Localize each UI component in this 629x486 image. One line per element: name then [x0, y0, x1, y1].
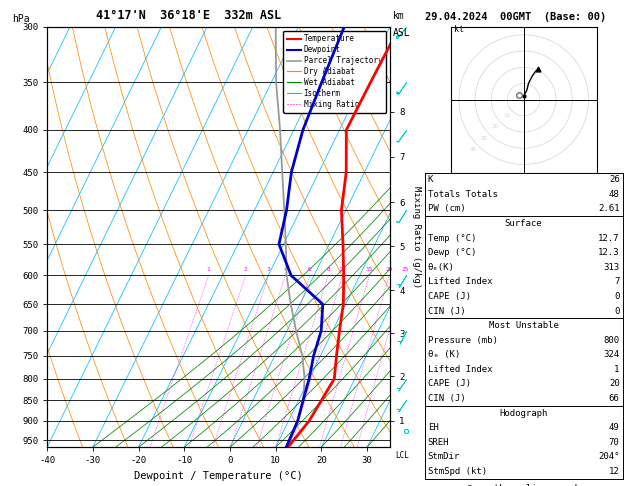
- Text: km: km: [393, 11, 405, 21]
- Text: EH: EH: [428, 423, 438, 432]
- Text: Hodograph: Hodograph: [499, 409, 548, 417]
- Text: 2.61: 2.61: [598, 205, 620, 213]
- Text: θₑ(K): θₑ(K): [428, 263, 455, 272]
- X-axis label: Dewpoint / Temperature (°C): Dewpoint / Temperature (°C): [134, 471, 303, 481]
- Text: 313: 313: [603, 263, 620, 272]
- Text: 4: 4: [284, 267, 287, 272]
- Legend: Temperature, Dewpoint, Parcel Trajectory, Dry Adiabat, Wet Adiabat, Isotherm, Mi: Temperature, Dewpoint, Parcel Trajectory…: [283, 31, 386, 113]
- Text: 0: 0: [614, 292, 620, 301]
- Text: CIN (J): CIN (J): [428, 394, 465, 403]
- Text: 8: 8: [326, 267, 330, 272]
- Text: 20: 20: [386, 267, 393, 272]
- Text: CAPE (J): CAPE (J): [428, 292, 470, 301]
- Text: 0: 0: [614, 307, 620, 315]
- Text: StmSpd (kt): StmSpd (kt): [428, 467, 487, 476]
- Text: Lifted Index: Lifted Index: [428, 278, 493, 286]
- Text: CIN (J): CIN (J): [428, 307, 465, 315]
- Text: 49: 49: [609, 423, 620, 432]
- Text: 29.04.2024  00GMT  (Base: 00): 29.04.2024 00GMT (Base: 00): [425, 12, 606, 22]
- Text: θₑ (K): θₑ (K): [428, 350, 460, 359]
- Text: 324: 324: [603, 350, 620, 359]
- Text: ASL: ASL: [393, 28, 411, 38]
- Text: 3: 3: [267, 267, 270, 272]
- Text: SREH: SREH: [428, 438, 449, 447]
- Text: 12: 12: [609, 467, 620, 476]
- Text: Surface: Surface: [505, 219, 542, 228]
- Text: 800: 800: [603, 336, 620, 345]
- Text: LCL: LCL: [395, 451, 409, 460]
- Text: K: K: [428, 175, 433, 184]
- Text: 1: 1: [614, 365, 620, 374]
- Text: 26: 26: [609, 175, 620, 184]
- Text: StmDir: StmDir: [428, 452, 460, 461]
- Text: 10: 10: [504, 113, 511, 118]
- Text: 10: 10: [338, 267, 346, 272]
- Text: Lifted Index: Lifted Index: [428, 365, 493, 374]
- Text: 41°17'N  36°18'E  332m ASL: 41°17'N 36°18'E 332m ASL: [96, 9, 281, 22]
- Text: 66: 66: [609, 394, 620, 403]
- Text: 48: 48: [609, 190, 620, 199]
- Text: 25: 25: [401, 267, 409, 272]
- Text: 70: 70: [609, 438, 620, 447]
- Text: 15: 15: [365, 267, 373, 272]
- Text: 2: 2: [244, 267, 247, 272]
- Text: 1: 1: [207, 267, 211, 272]
- Text: © weatheronline.co.uk: © weatheronline.co.uk: [467, 484, 580, 486]
- Text: hPa: hPa: [13, 14, 30, 24]
- Text: 204°: 204°: [598, 452, 620, 461]
- Text: Temp (°C): Temp (°C): [428, 234, 476, 243]
- Text: 20: 20: [492, 124, 499, 129]
- Text: 12.7: 12.7: [598, 234, 620, 243]
- Text: 30: 30: [481, 136, 487, 140]
- Text: 20: 20: [609, 380, 620, 388]
- Text: PW (cm): PW (cm): [428, 205, 465, 213]
- Text: 7: 7: [614, 278, 620, 286]
- Text: 12.3: 12.3: [598, 248, 620, 257]
- Text: Most Unstable: Most Unstable: [489, 321, 559, 330]
- Text: Pressure (mb): Pressure (mb): [428, 336, 498, 345]
- Text: kt: kt: [454, 25, 464, 34]
- Text: 40: 40: [469, 147, 476, 152]
- Text: Totals Totals: Totals Totals: [428, 190, 498, 199]
- Text: CAPE (J): CAPE (J): [428, 380, 470, 388]
- Text: 6: 6: [308, 267, 312, 272]
- Text: Dewp (°C): Dewp (°C): [428, 248, 476, 257]
- Y-axis label: Mixing Ratio (g/kg): Mixing Ratio (g/kg): [412, 186, 421, 288]
